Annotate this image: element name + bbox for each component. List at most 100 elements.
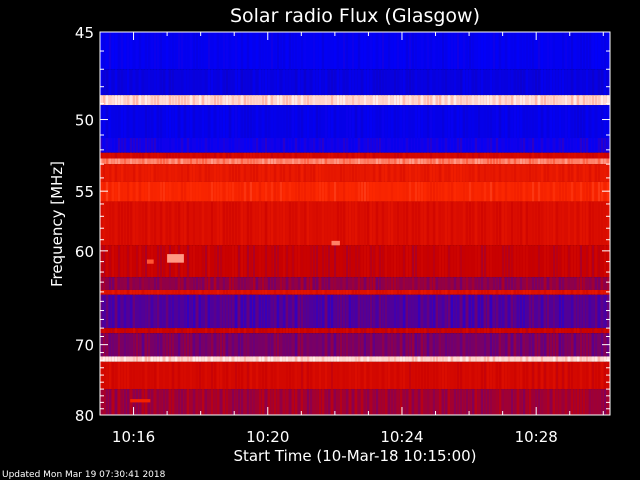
streak [214,356,216,362]
streak [481,389,483,415]
streak [490,32,492,70]
streak [115,164,117,182]
streak [559,95,561,106]
streak [529,32,531,70]
streak [520,181,522,202]
streak [340,138,342,153]
streak [481,32,483,70]
streak [250,328,252,334]
streak [163,164,165,182]
streak [367,152,369,159]
streak [118,138,120,153]
streak [277,164,279,182]
streak [568,164,570,182]
streak [280,328,282,334]
streak [343,328,345,334]
streak [142,289,144,295]
streak [487,356,489,362]
streak [571,294,573,329]
streak [373,361,375,390]
streak [328,245,330,278]
streak [124,32,126,70]
streak [598,333,600,357]
streak [334,333,336,357]
streak [283,356,285,362]
streak [145,181,147,202]
streak [391,164,393,182]
streak [529,164,531,182]
streak [583,181,585,202]
streak [226,158,228,165]
streak [421,105,423,139]
streak [268,32,270,70]
streak [592,32,594,70]
streak [430,289,432,295]
streak [424,361,426,390]
streak [262,69,264,96]
streak [442,245,444,278]
streak [478,201,480,246]
streak [418,69,420,96]
streak [199,164,201,182]
streak [229,158,231,165]
streak [496,164,498,182]
streak [325,361,327,390]
streak [550,389,552,415]
streak [406,289,408,295]
streak [211,158,213,165]
streak [403,277,405,290]
streak [391,95,393,106]
streak [589,69,591,96]
streak [166,152,168,159]
streak [259,277,261,290]
streak [205,289,207,295]
streak [586,105,588,139]
chart-title: Solar radio Flux (Glasgow) [230,5,480,27]
streak [100,69,102,96]
streak [346,356,348,362]
streak [373,333,375,357]
streak [556,333,558,357]
streak [574,158,576,165]
streak [166,32,168,70]
streak [397,201,399,246]
streak [565,181,567,202]
streak [130,328,132,334]
streak [526,389,528,415]
streak [196,138,198,153]
streak [367,105,369,139]
streak [139,277,141,290]
streak [184,361,186,390]
streak [301,294,303,329]
streak [511,289,513,295]
streak [319,181,321,202]
streak [214,277,216,290]
streak [103,277,105,290]
streak [319,32,321,70]
streak [193,69,195,96]
streak [262,277,264,290]
streak [316,289,318,295]
streak [373,152,375,159]
streak [250,389,252,415]
streak [316,277,318,290]
streak [385,356,387,362]
streak [265,245,267,278]
streak [490,105,492,139]
streak [319,333,321,357]
streak [169,361,171,390]
streak [409,389,411,415]
streak [478,356,480,362]
streak [355,333,357,357]
streak [172,289,174,295]
streak [232,277,234,290]
streak [325,201,327,246]
streak [484,158,486,165]
streak [559,389,561,415]
streak [238,389,240,415]
streak [208,105,210,139]
streak [100,138,102,153]
streak [373,328,375,334]
streak [550,181,552,202]
streak [520,164,522,182]
